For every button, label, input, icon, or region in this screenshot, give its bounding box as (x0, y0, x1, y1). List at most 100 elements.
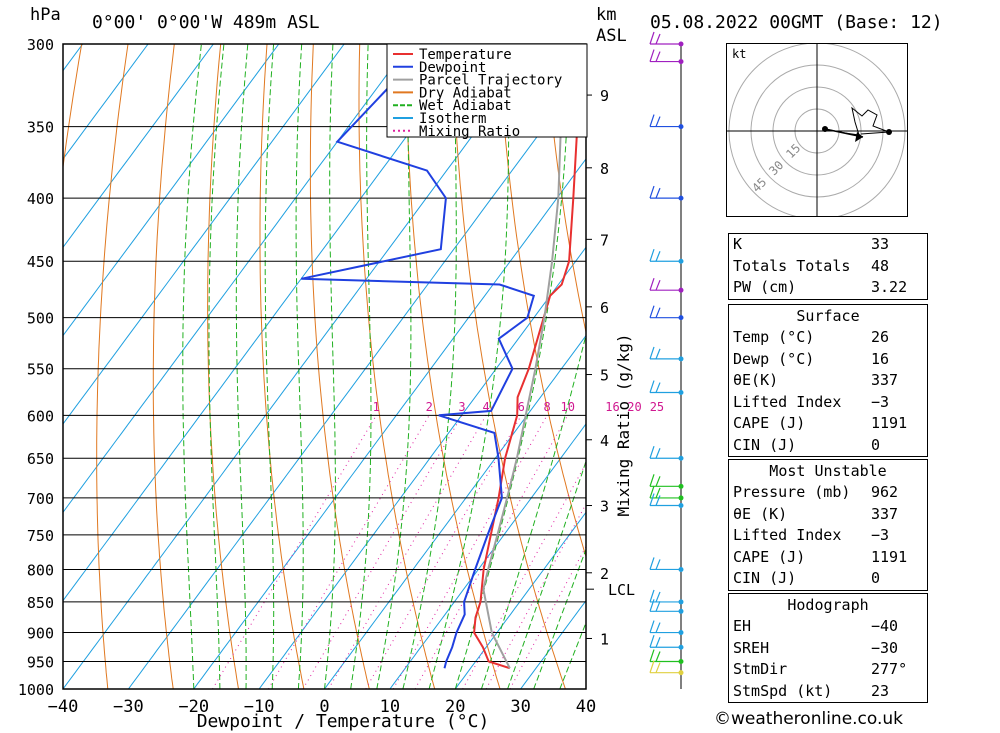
mixing-ratio-label: 2 (426, 400, 433, 414)
isotherm-line (454, 511, 586, 689)
mixing-ratio-line (485, 503, 586, 689)
table-row: Totals Totals 48 (729, 256, 927, 278)
table-row: EH −40 (729, 616, 927, 638)
wind-barb (649, 277, 684, 293)
mixing-ratio-axis-label: Mixing Ratio (g/kg) (614, 333, 633, 516)
mixing-ratio-line (302, 415, 463, 689)
storm-motion-arrowhead (855, 132, 863, 142)
hodograph-trace (824, 106, 890, 136)
table-title: Most Unstable (769, 462, 887, 480)
pressure-tick-label: 900 (27, 625, 54, 643)
wind-barb (649, 620, 684, 636)
indices-table: K 33 Totals Totals 48 PW (cm) 3.22 (728, 233, 928, 300)
mixing-ratio-line (212, 415, 377, 689)
km-tick-label: 8 (600, 160, 609, 178)
mixing-ratio-label: 4 (482, 400, 489, 414)
hodograph-unit-label: kt (732, 47, 746, 61)
mixing-ratio-label: 16 (605, 400, 619, 414)
wind-barb (649, 380, 684, 396)
legend-entry: Wet Adiabat (419, 98, 512, 114)
legend-entry: Dry Adiabat (419, 85, 512, 101)
pressure-unit-label: hPa (30, 5, 61, 25)
temperature-tick-label: 10 (380, 697, 400, 717)
legend-entry: Temperature (419, 47, 512, 63)
mixing-ratio-line (328, 415, 487, 689)
temperature-tick-label: −20 (178, 697, 209, 717)
mixing-ratio-label: 6 (518, 400, 525, 414)
temperature-tick-label: 0 (319, 697, 329, 717)
isotherm-line (63, 44, 280, 337)
wet-adiabat-line (324, 44, 336, 689)
isotherm-line (63, 44, 411, 514)
row-value: 48 (871, 256, 890, 275)
wet-adiabat-line (182, 44, 202, 689)
row-value: 0 (871, 569, 881, 587)
hodograph-table: Hodograph EH −40 SREH −30 StmDir 277° StmSpd (k… (728, 593, 928, 703)
wind-barb (649, 446, 684, 461)
row-label: Temp (°C) (733, 328, 815, 346)
row-value: −3 (871, 526, 890, 544)
temperature-tick-label: 40 (576, 697, 596, 717)
mixing-ratio-line (509, 545, 586, 689)
wind-barb (649, 589, 684, 605)
table-row: PW (cm) 3.22 (729, 277, 927, 299)
wind-barb (649, 185, 684, 201)
isotherm-line (63, 44, 214, 249)
km-tick-label: 7 (600, 231, 609, 249)
row-value: 16 (871, 349, 890, 368)
row-label: Lifted Index (733, 526, 842, 544)
km-tick-label: 2 (600, 565, 609, 583)
wind-barb (649, 485, 684, 501)
row-label: StmDir (733, 660, 788, 678)
row-value: 337 (871, 504, 899, 523)
dry-adiabat-line (916, 44, 1000, 689)
wet-adiabat-line (533, 547, 586, 689)
pressure-tick-label: 800 (27, 561, 54, 579)
row-value: 277° (871, 660, 908, 678)
copyright-label: ©weatheronline.co.uk (714, 709, 904, 729)
wind-barb (649, 49, 684, 65)
km-label: km (596, 5, 617, 25)
plot-frame (62, 43, 587, 690)
wind-barb (649, 649, 684, 665)
row-label: K (733, 235, 743, 253)
wind-barb (649, 114, 684, 130)
row-value: −3 (871, 392, 890, 411)
isotherm-line (520, 599, 586, 689)
legend-entry: Isotherm (419, 111, 486, 127)
wind-barb (649, 599, 684, 614)
temperature-tick-label: −30 (113, 697, 144, 717)
mixing-ratio-line (267, 415, 430, 689)
datetime-label: 05.08.2022 00GMT (Base: 12) (650, 12, 943, 33)
table-row: Temp (°C) 26 (729, 327, 927, 349)
wet-adiabat-line (376, 44, 412, 689)
row-value: 0 (871, 435, 881, 454)
row-label: SREH (733, 638, 770, 657)
wind-barb (649, 305, 684, 321)
row-label: PW (cm) (733, 278, 797, 296)
wet-adiabat-line (235, 44, 249, 689)
mixing-ratio-label: 3 (458, 400, 465, 414)
row-label: Pressure (mb) (733, 483, 851, 501)
wind-barb (649, 474, 684, 489)
table-row: StmDir 277° (729, 659, 927, 681)
temperature-tick-label: 30 (510, 697, 530, 717)
wind-barb (649, 346, 684, 362)
pressure-tick-label: 350 (27, 119, 54, 137)
wet-adiabat-line (350, 44, 372, 689)
table-row: SREH −30 (729, 638, 927, 660)
mixing-ratio-label: 20 (627, 400, 641, 414)
wind-barb (649, 249, 684, 264)
row-value: −30 (871, 638, 899, 657)
row-label: CAPE (J) (733, 547, 806, 566)
row-value: 1191 (871, 414, 908, 432)
hodograph-panel: kt 15 30 45 (726, 43, 908, 217)
dry-adiabat-line (358, 44, 436, 689)
temperature-tick-label: −40 (48, 697, 79, 717)
mixing-ratio-label: 1 (373, 400, 380, 414)
km-tick-label: 1 (600, 630, 609, 648)
isotherm-line (63, 44, 149, 160)
hodograph-end-point (886, 129, 892, 135)
hodograph-ring-label: 15 (783, 141, 803, 161)
